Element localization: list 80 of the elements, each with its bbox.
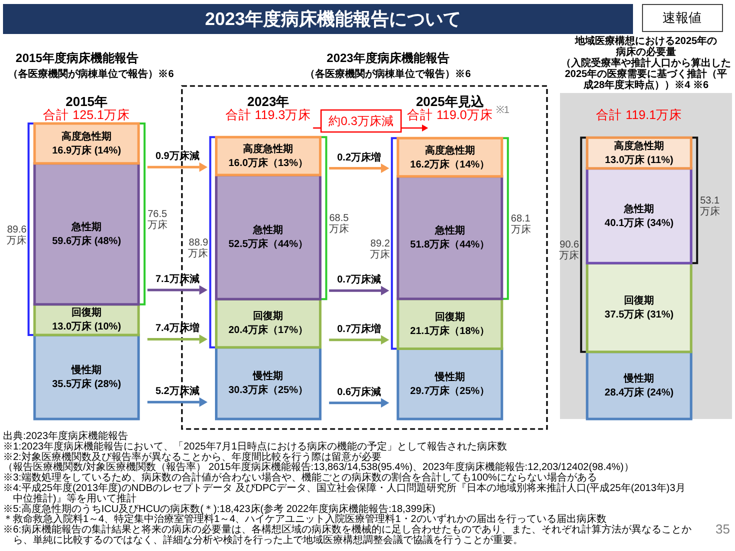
bar bbox=[33, 334, 140, 420]
series-label: 急性期 bbox=[623, 202, 654, 215]
series-label: 慢性期 bbox=[623, 372, 654, 384]
x-tick-label: 2023年 bbox=[247, 94, 290, 109]
annotation: 68.5 万床 bbox=[329, 213, 350, 236]
annotation: 0.7万床減 bbox=[337, 274, 382, 286]
annotation: 約0.3万床減 bbox=[328, 114, 394, 128]
text: 回復期 bbox=[434, 312, 465, 323]
text: ※5:高度急性期のうちICU及びHCUの病床数(＊):18,423床(参考 2022年度病床機能報告:18,399床) bbox=[3, 502, 436, 515]
annotation: 76.5 万床 bbox=[148, 208, 168, 231]
bar bbox=[396, 348, 504, 420]
data-label: 16.0万床（13%） bbox=[228, 157, 308, 170]
data-label: 29.7万床（25%） bbox=[410, 384, 490, 397]
chart-title: 地域医療構想における2025年の病床の必要量 bbox=[574, 35, 718, 58]
text: ※4:平成25年度(2013年度)のNDBのレセプトデータ 及びDPCデータ、国立社会保障・人口問題研究所『日本の地域別将来推計人口(平成25年(2013年)3月中位推計)』等を用いて推計 bbox=[3, 482, 686, 504]
text: ※1:2023年度病床機能報告において、「2025年7月1日時点における病床の機能の予定」として報告された病床数 bbox=[3, 440, 507, 452]
series-label: 急性期 bbox=[70, 220, 102, 233]
data-label: 20.4万床（17%） bbox=[228, 324, 308, 336]
text: 急性期 bbox=[253, 225, 284, 236]
text: （各医療機関が病棟単位で報告）※6 bbox=[305, 68, 472, 80]
data-label: 59.6万床 (48%) bbox=[52, 234, 122, 247]
text: 急性期 bbox=[434, 226, 465, 237]
text: ※2:対象医療機関数及び報告率が異なることから、年度間比較を行う際は留意が必要 bbox=[3, 450, 382, 463]
series-label: 高度急性期 bbox=[614, 140, 664, 152]
x-tick-label: 2025年見込 bbox=[416, 94, 485, 109]
text: ※1 bbox=[496, 105, 510, 116]
data-label: 35.5万床 (28%) bbox=[52, 378, 122, 390]
data-label: 16.2万床（14%） bbox=[410, 158, 490, 170]
data-label: 51.8万床（44%） bbox=[410, 238, 490, 251]
data-label: 21.1万床（18%） bbox=[410, 324, 490, 337]
text: ＊救命救急入院料1～4、特定集中治療室管理料1～4、ハイケアユニット入院医療管理料1・2のいずれかの届出を行っている届出病床数 bbox=[3, 513, 606, 526]
annotation: 88.9 万床 bbox=[188, 237, 209, 260]
text: 35 bbox=[716, 522, 730, 537]
data-label: 52.5万床（44%） bbox=[228, 238, 308, 250]
text: 慢性期 bbox=[253, 371, 284, 382]
text: （各医療機関が病棟単位で報告）※6 bbox=[8, 68, 174, 80]
bar bbox=[586, 350, 692, 420]
text: ※6:病床機能報告の集計結果と将来の病床の必要量は、各構想区域の病床数を機械的に足し合わせたものであり、また、それぞれ計算方法が異なることから、単純に比較するのではなく、詳細な分析や検討を行った上で地域医療構想調整会議で協議を行うことが重要。 bbox=[3, 524, 692, 546]
text: 回復期 bbox=[253, 311, 284, 322]
bar bbox=[586, 167, 692, 264]
bar bbox=[214, 174, 322, 300]
data-label: 40.1万床 (34%) bbox=[604, 216, 674, 229]
bar bbox=[33, 162, 140, 306]
text: （報告医療機関数/対象医療機関数（報告率） 2015年度病床機能報告:13,863/14,538(95.4%)、2023年度病床機能報告:12,203/12402(98.4%)） bbox=[3, 461, 634, 474]
annotation: 89.2 万床 bbox=[370, 238, 390, 260]
text: ※3:端数処理をしているため、病床数の合計値が合わない場合や、機能ごとの病床数の割合を合計しても100%にならない場合がある bbox=[3, 472, 597, 484]
text: 高度急性期 bbox=[424, 145, 475, 156]
text: 53.1 万床 bbox=[700, 195, 720, 218]
text: 高度急性期 bbox=[62, 131, 112, 142]
data-label: 37.5万床 (31%) bbox=[604, 308, 674, 321]
data-label: 13.0万床 (10%) bbox=[52, 320, 122, 333]
data-label: 28.4万床 (24%) bbox=[604, 386, 674, 398]
data-label: 16.9万床 (14%) bbox=[52, 144, 122, 156]
annotation: 68.1 万床 bbox=[510, 213, 531, 236]
x-tick-label: 2015年 bbox=[66, 94, 108, 109]
series-label: 慢性期 bbox=[434, 370, 465, 383]
data-label: 13.0万床 (11%) bbox=[604, 154, 674, 166]
annotation: 0.6万床減 bbox=[337, 386, 382, 398]
series-label: 高度急性期 bbox=[243, 143, 294, 156]
text: 2023年度病床機能報告 bbox=[326, 51, 450, 65]
series-label: 回復期 bbox=[72, 306, 102, 319]
total-label: 合計 125.1万床 bbox=[43, 108, 130, 122]
bar bbox=[396, 175, 504, 300]
total-label: 合計 119.1万床 bbox=[596, 108, 682, 122]
text: 速報値 bbox=[662, 10, 702, 25]
chart-subtitle: （入院受療率や推計人口から算出した2025年の医療需要に基づく推計（平成28年度末時点））※4 ※6 bbox=[561, 57, 731, 91]
chart-title: 2023年度病床機能報告について bbox=[204, 9, 462, 29]
data-label: 30.3万床（25%） bbox=[228, 384, 308, 396]
annotation: 89.6 万床 bbox=[6, 224, 27, 246]
total-label: 合計 119.3万床 bbox=[225, 108, 312, 122]
text: 2015年度病床機能報告 bbox=[16, 51, 138, 65]
text: 慢性期 bbox=[72, 365, 102, 376]
series-label: 回復期 bbox=[624, 294, 654, 307]
bar bbox=[214, 346, 322, 420]
bar bbox=[586, 262, 692, 354]
total-label: 合計 119.0万床 bbox=[406, 108, 493, 122]
annotation: 0.7万床増 bbox=[337, 322, 382, 335]
text: 90.6 万床 bbox=[559, 240, 580, 262]
annotation: 0.2万床増 bbox=[337, 151, 382, 164]
source-note: 出典:2023年度病床機能報告 bbox=[3, 430, 128, 442]
